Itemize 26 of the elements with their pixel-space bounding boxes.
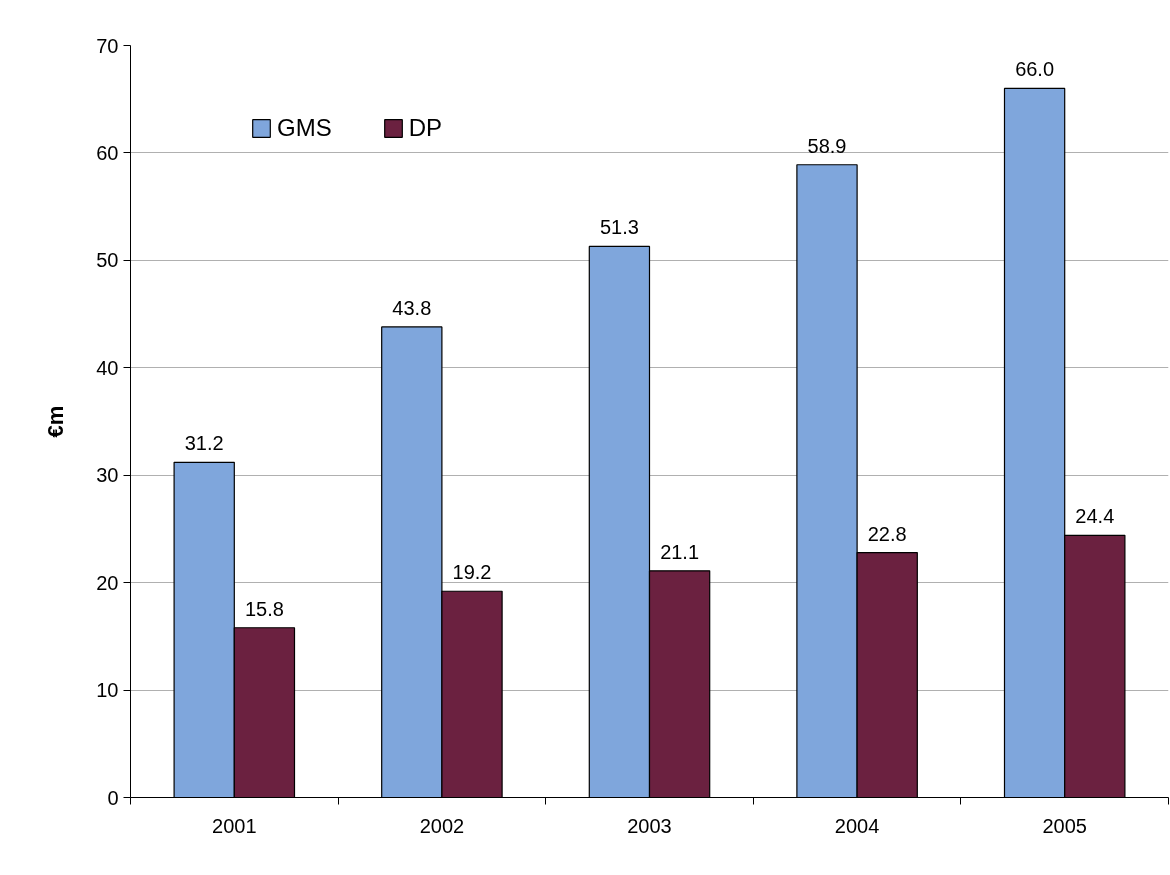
y-axis-title: €m (43, 405, 69, 438)
x-tick-label: 2002 (419, 814, 465, 837)
data-label: 58.9 (807, 134, 847, 157)
data-label: 21.1 (660, 540, 700, 563)
data-label: 22.8 (867, 522, 907, 545)
y-tick-label: 40 (96, 356, 119, 379)
y-tick-label: 50 (96, 249, 119, 272)
x-tick-label: 2003 (627, 814, 672, 837)
y-tick-label: 20 (96, 571, 119, 594)
y-tick-label: 0 (107, 786, 119, 809)
data-label: 43.8 (392, 296, 432, 319)
x-tick-label: 2001 (212, 814, 257, 837)
legend-label: GMS (277, 114, 332, 142)
data-label: 31.2 (184, 432, 224, 455)
y-tick-label: 60 (96, 141, 119, 164)
y-tick-label: 30 (96, 464, 119, 487)
data-label: 51.3 (599, 216, 639, 239)
legend-label: DP (408, 114, 443, 142)
data-label: 15.8 (244, 597, 284, 620)
data-label: 19.2 (452, 561, 492, 584)
x-tick-label: 2004 (834, 814, 880, 837)
y-tick-label: 70 (96, 34, 119, 57)
y-tick-label: 10 (96, 679, 119, 702)
data-label: 24.4 (1075, 505, 1115, 528)
data-label: 66.0 (1015, 58, 1055, 81)
x-tick-label: 2005 (1042, 814, 1087, 837)
